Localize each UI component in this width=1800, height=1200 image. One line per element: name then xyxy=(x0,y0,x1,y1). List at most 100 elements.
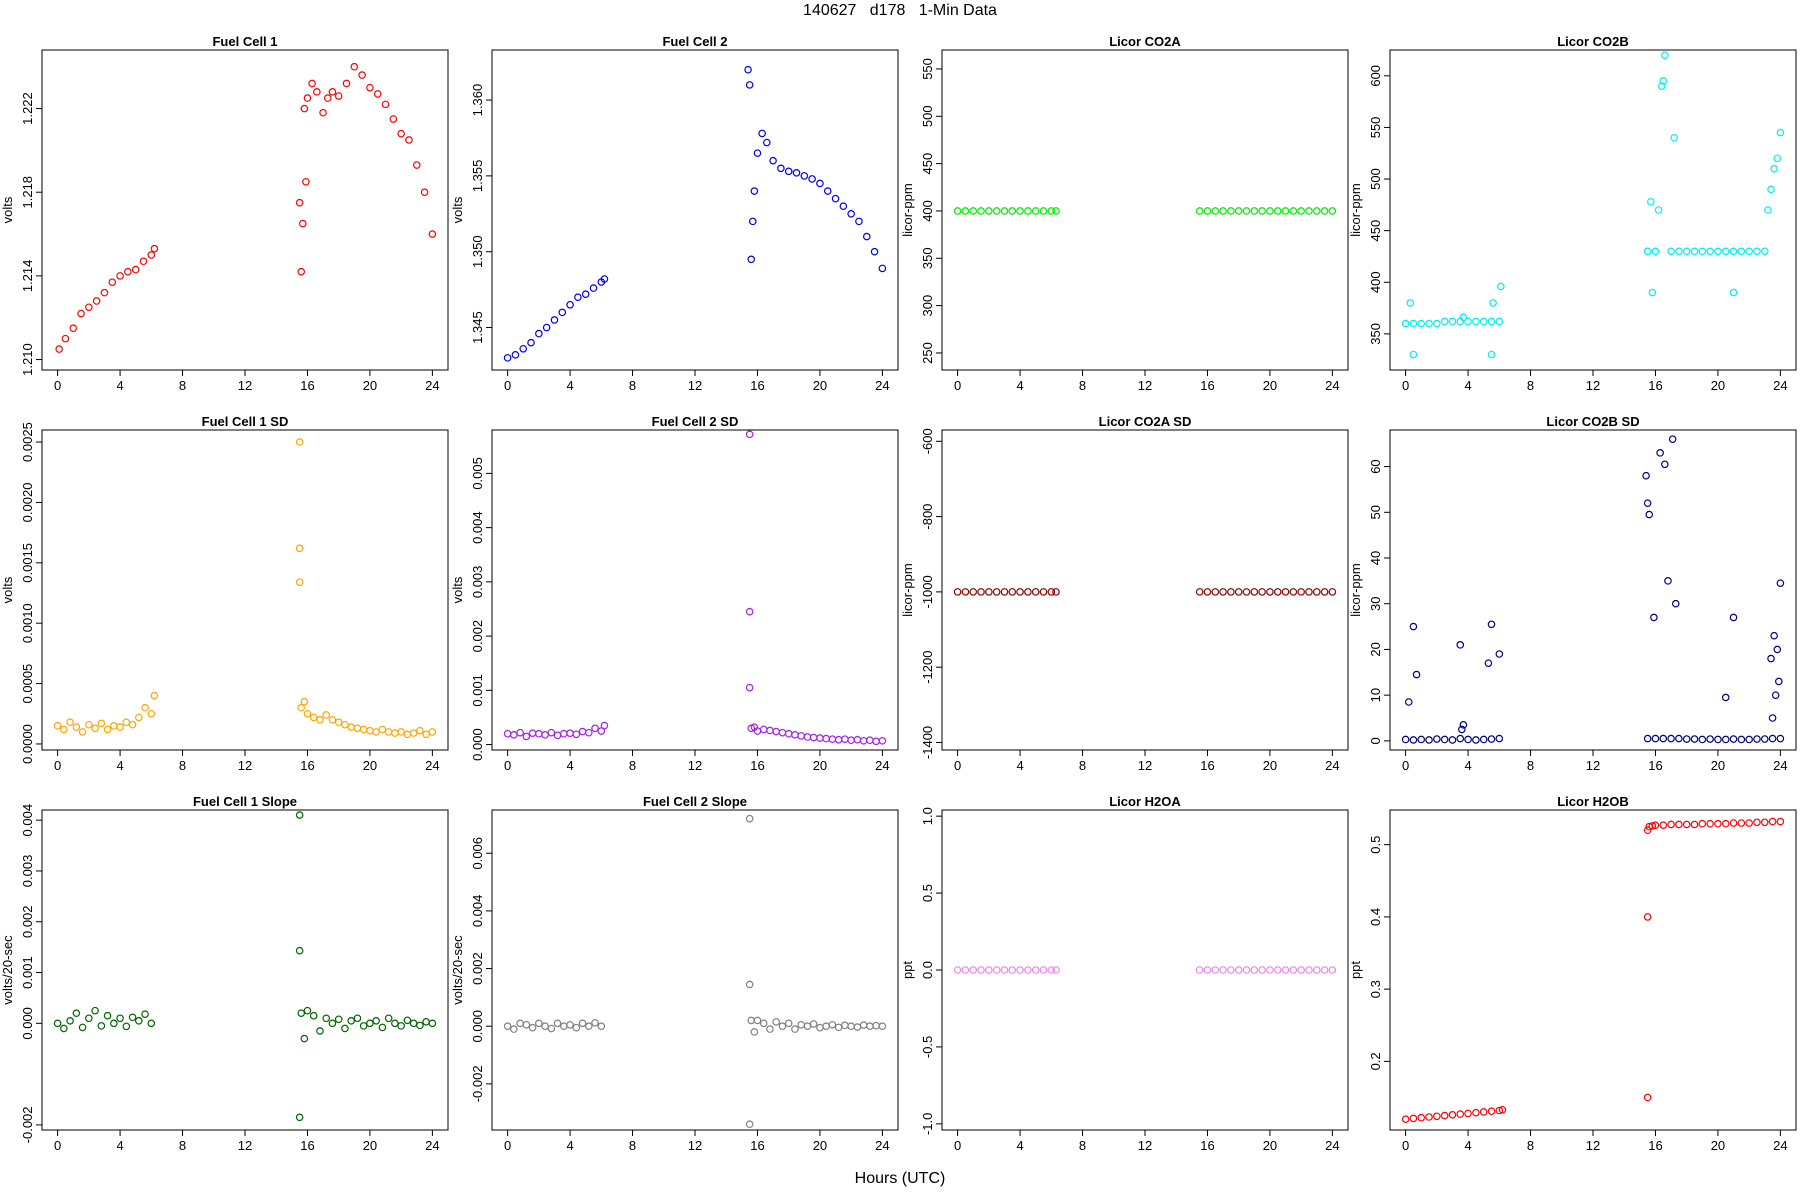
y-tick-label: 1.218 xyxy=(20,176,35,209)
data-point xyxy=(866,1022,874,1031)
panel-5: Fuel Cell 2 SD 0 4 8 12 16 20 24 0.000 0.001 0.002… xyxy=(450,414,899,773)
y-tick-label: 0.0015 xyxy=(20,543,35,583)
data-point xyxy=(1648,822,1657,830)
data-point xyxy=(961,966,970,974)
data-point xyxy=(103,725,112,734)
y-tick-label: 1.345 xyxy=(470,311,485,344)
x-tick-label: 16 xyxy=(300,378,314,393)
data-point xyxy=(116,723,124,731)
x-tick-label: 20 xyxy=(1711,1138,1725,1153)
data-point xyxy=(1643,826,1652,835)
y-tick-label: 500 xyxy=(920,105,935,127)
data-point xyxy=(1016,588,1024,596)
data-point xyxy=(1753,735,1761,743)
data-point xyxy=(97,1022,106,1030)
x-tick-label: 20 xyxy=(363,1138,377,1153)
data-point xyxy=(1682,247,1691,256)
data-point xyxy=(872,1021,880,1030)
y-axis-label: volts xyxy=(450,196,465,223)
panel-9: Fuel Cell 2 Slope 0 4 8 12 16 20 24 -0.002 0.000 0… xyxy=(450,794,899,1153)
data-point xyxy=(295,438,304,446)
data-point xyxy=(1039,966,1048,974)
x-tick-label: 24 xyxy=(1773,378,1787,393)
data-point xyxy=(302,177,310,186)
data-point xyxy=(1770,164,1778,173)
x-tick-label: 12 xyxy=(688,758,702,773)
x-tick-label: 12 xyxy=(1138,758,1152,773)
data-point xyxy=(1219,207,1227,215)
data-point xyxy=(748,217,757,226)
data-point xyxy=(1409,319,1418,328)
x-tick-label: 12 xyxy=(238,758,252,773)
x-tick-label: 20 xyxy=(1263,758,1277,773)
y-tick-label: 0.2 xyxy=(1368,1052,1383,1070)
data-point xyxy=(297,703,306,712)
data-point xyxy=(350,62,359,71)
data-point xyxy=(766,726,774,735)
y-axis-label: volts xyxy=(0,196,15,223)
x-tick-label: 0 xyxy=(504,378,511,393)
data-point xyxy=(1760,818,1769,827)
data-point xyxy=(60,725,68,734)
data-point xyxy=(1721,819,1730,828)
panel-title: Licor CO2A SD xyxy=(1099,414,1192,429)
y-tick-label: 40 xyxy=(1368,551,1383,565)
data-point xyxy=(97,719,106,728)
data-point xyxy=(1297,207,1305,215)
data-point xyxy=(560,729,568,738)
x-tick-label: 12 xyxy=(688,378,702,393)
data-point xyxy=(1448,1111,1457,1119)
x-tick-label: 20 xyxy=(813,758,827,773)
data-point xyxy=(353,724,362,733)
data-point xyxy=(103,1011,112,1020)
data-point xyxy=(1721,247,1730,256)
data-point xyxy=(1770,631,1778,640)
data-point xyxy=(503,1022,512,1031)
data-point xyxy=(1266,966,1274,974)
y-tick-label: 1.0 xyxy=(920,807,935,825)
data-point xyxy=(992,207,1001,215)
data-point xyxy=(969,588,978,596)
data-point xyxy=(1661,460,1669,469)
x-tick-label: 24 xyxy=(425,758,439,773)
data-point xyxy=(1250,966,1259,974)
data-point xyxy=(1266,588,1274,596)
y-tick-label: -1.0 xyxy=(920,1113,935,1135)
data-point xyxy=(116,1014,124,1023)
data-point xyxy=(55,345,63,353)
data-point xyxy=(1464,1109,1472,1118)
y-tick-label: 0.000 xyxy=(470,1010,485,1043)
y-axis-label: volts/20-sec xyxy=(450,935,465,1005)
data-point xyxy=(373,90,382,98)
data-point xyxy=(1258,966,1266,974)
data-point xyxy=(1016,207,1024,215)
y-tick-label: 50 xyxy=(1368,505,1383,519)
data-point xyxy=(309,713,318,722)
data-point xyxy=(578,727,587,736)
data-point xyxy=(953,207,962,215)
data-point xyxy=(1643,913,1652,921)
y-tick-label: -0.002 xyxy=(470,1065,485,1102)
data-point xyxy=(985,207,993,215)
data-point xyxy=(69,324,78,332)
data-point xyxy=(1297,588,1305,596)
data-point xyxy=(131,265,140,274)
panel-title: Licor CO2B xyxy=(1557,34,1629,49)
data-point xyxy=(397,1022,405,1030)
data-point xyxy=(1487,620,1496,629)
x-tick-label: 12 xyxy=(1586,378,1600,393)
x-tick-label: 4 xyxy=(1464,758,1471,773)
data-point xyxy=(828,735,837,743)
data-point xyxy=(969,207,978,215)
data-point xyxy=(297,267,306,276)
data-point xyxy=(405,136,413,144)
data-point xyxy=(1273,588,1282,596)
data-point xyxy=(841,735,849,743)
data-point xyxy=(1409,1114,1418,1123)
data-point xyxy=(1775,677,1783,686)
panel-title: Licor H2OB xyxy=(1557,794,1629,809)
data-point xyxy=(572,1023,581,1032)
y-axis-label: volts xyxy=(450,576,465,603)
x-tick-label: 20 xyxy=(363,758,377,773)
x-tick-label: 8 xyxy=(179,758,186,773)
